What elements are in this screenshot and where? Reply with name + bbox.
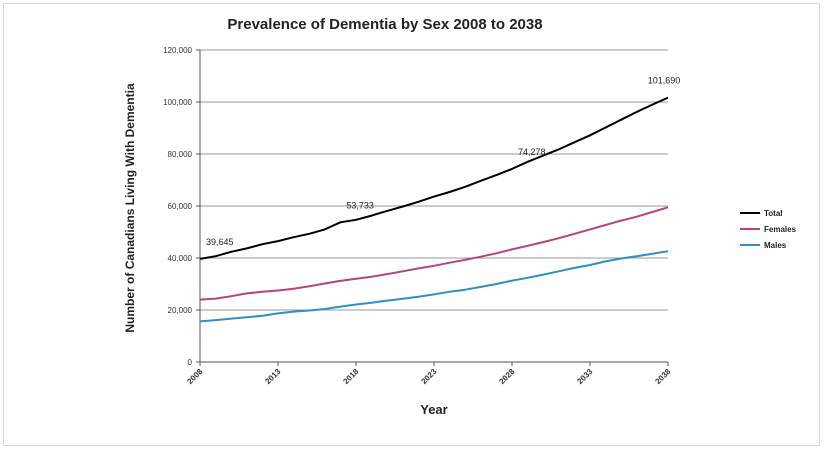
data-label: 53,733 [346,200,374,210]
data-label: 101,690 [648,76,681,86]
x-tick-label: 2038 [653,367,672,386]
x-tick-labels: 2008 2013 2018 2023 2028 2033 2038 [185,367,672,386]
x-axis-label: Year [420,402,447,417]
annotations: 39,645 53,733 74,278 101,690 [206,76,680,247]
x-tick-label: 2023 [419,367,438,386]
x-tick-label: 2018 [341,367,360,386]
chart-title: Prevalence of Dementia by Sex 2008 to 20… [227,16,543,33]
y-tick-label: 20,000 [168,306,193,315]
x-tick-label: 2028 [497,367,516,386]
x-tick-label: 2033 [575,367,594,386]
gridlines [200,49,668,311]
y-axis-label: Number of Canadians Living With Dementia [123,83,137,333]
data-label: 74,278 [518,147,546,157]
y-tick-label: 60,000 [168,202,193,211]
y-tick-label: 40,000 [168,254,193,263]
y-tick-label: 0 [188,358,193,367]
chart-frame [3,3,820,446]
series-line-total [199,96,669,260]
legend-label: Total [764,209,783,218]
axes [196,49,669,366]
legend-label: Females [764,225,797,234]
data-label: 39,645 [206,237,234,247]
x-tick-label: 2008 [185,367,204,386]
legend: Total Females Males [740,209,797,250]
y-tick-label: 100,000 [163,98,192,107]
x-tick-label: 2013 [263,367,282,386]
legend-label: Males [764,241,787,250]
series-line-males [199,250,669,323]
y-tick-label: 80,000 [168,150,193,159]
series-lines [199,96,669,323]
series-line-females [199,206,669,301]
y-tick-label: 120,000 [163,46,192,55]
y-tick-labels: 0 20,000 40,000 60,000 80,000 100,000 120,000 [163,46,192,367]
